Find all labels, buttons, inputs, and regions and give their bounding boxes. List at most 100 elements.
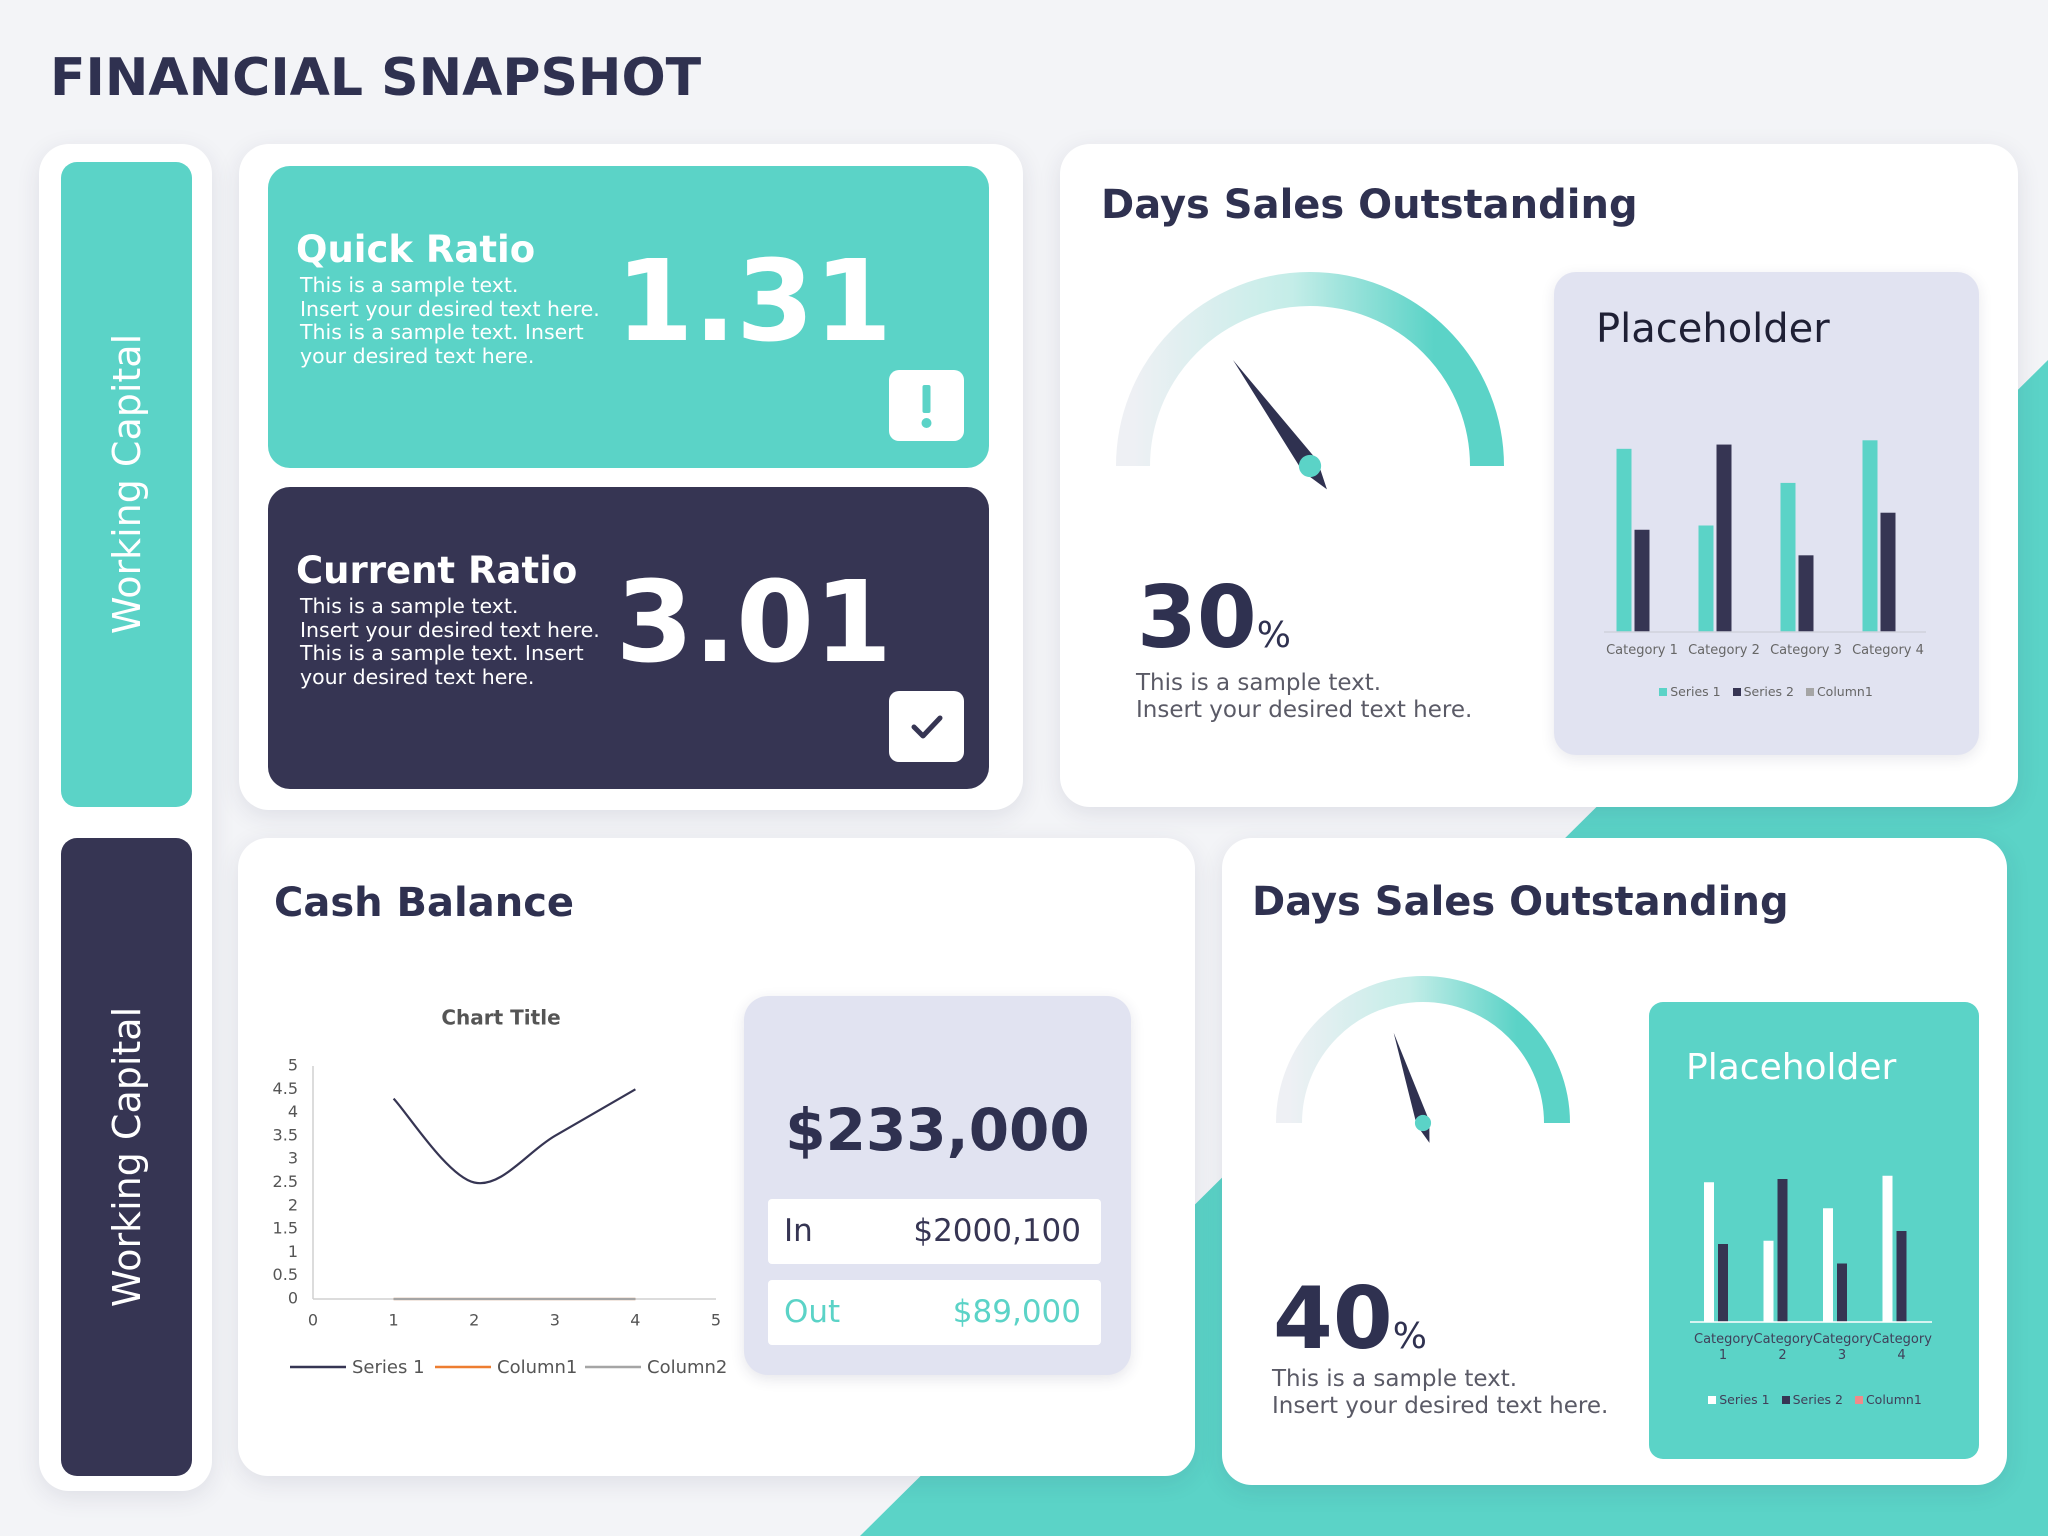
legend-label: Series 1 [352,1357,425,1378]
ratio-card: Quick Ratio This is a sample text. Insert … [268,166,989,468]
dso-text: Insert your desired text here. [1272,1393,1609,1419]
legend-item: Series 1 [1708,1392,1770,1407]
status-icon [889,370,964,441]
legend-label: Column1 [1816,684,1873,699]
y-tick-label: 4.5 [273,1079,298,1098]
legend-label: Series 1 [1719,1392,1770,1407]
dso-text: This is a sample text. [1136,670,1382,696]
bar [1763,1240,1774,1322]
bar [1882,1175,1893,1322]
icon-dot [921,418,932,428]
x-tick-label: 2 [469,1311,479,1330]
icon [911,715,943,739]
dso-value: 40% [1273,1276,1427,1362]
x-tick-label: 4 [630,1311,640,1330]
chart-title: Placeholder [1596,306,1830,352]
legend-swatch [1708,1395,1717,1404]
x-tick-label: 0 [308,1311,318,1330]
legend-swatch [1805,687,1814,696]
bar [1780,482,1796,632]
x-tick-label: Category 4 [1852,643,1924,658]
dso-text: Insert your desired text here. [1136,697,1473,723]
dso-text: This is a sample text. [1272,1366,1518,1392]
legend-label: Column1 [497,1357,577,1378]
bar [1880,512,1896,632]
bar [1862,440,1878,632]
ratio-text: Insert your desired text here. [300,617,600,642]
line-series [392,1088,636,1185]
dso-number: 40 [1273,1269,1393,1369]
y-tick-label: 1 [288,1242,298,1261]
x-tick-label: Category 2 [1688,643,1760,658]
ratio-card: Current Ratio This is a sample text. Inser… [268,487,989,789]
legend-swatch [1781,1395,1790,1404]
x-tick-label: Category 3 [1770,643,1842,658]
y-tick-label: 2.5 [273,1172,298,1191]
cash-row: Out $89,000 [768,1280,1101,1345]
bar [1777,1179,1788,1322]
ratio-value: 3.01 [615,558,892,688]
y-tick-label: 0 [288,1289,298,1308]
dso-unit: % [1392,1316,1427,1357]
bar [1823,1208,1833,1322]
ratio-name: Current Ratio [296,549,578,592]
ratio-text: your desired text here. [300,664,535,689]
x-tick-label: Category 4 [1872,1332,1932,1363]
dso-value: 30% [1137,575,1291,661]
legend-label: Column1 [1865,1392,1922,1407]
cash-total: $233,000 [785,1096,1090,1164]
y-tick-label: 4 [288,1102,298,1121]
legend-item: Series 2 [1732,684,1794,699]
legend-label: Series 2 [1792,1392,1843,1407]
cash-row-label: Out [784,1294,841,1330]
legend-item: Column1 [1854,1392,1922,1407]
x-tick-label: 3 [550,1311,560,1330]
y-tick-label: 3 [288,1149,298,1168]
page-title: FINANCIAL SNAPSHOT [50,48,702,108]
legend-label: Series 2 [1743,684,1794,699]
dso-title: Days Sales Outstanding [1252,879,1789,925]
x-tick-label: Category 3 [1813,1332,1873,1363]
bar [1837,1263,1847,1322]
x-tick-label: 5 [711,1311,721,1330]
legend: Series 1 Series 2 Column1 [1665,1392,1965,1407]
bar [1718,1244,1728,1322]
legend-item: Series 1 [1659,684,1721,699]
dso-unit: % [1256,615,1291,656]
cash-row-value: $89,000 [952,1294,1081,1330]
ratio-value: 1.31 [615,237,892,367]
x-tick-label: Category 2 [1753,1332,1813,1363]
legend-item: Column1 [1805,684,1873,699]
bar [1698,525,1714,632]
gauge-needle [1393,1032,1430,1143]
dso-number: 30 [1137,568,1257,668]
ratio-text: This is a sample text. Insert [300,641,584,666]
ratio-text: This is a sample text. Insert [300,320,584,345]
gauge-hub [1298,454,1322,478]
ratio-text: Insert your desired text here. [300,296,600,321]
icon-check [911,715,943,739]
legend-swatch [1732,687,1741,696]
legend-item: Series 2 [1781,1392,1843,1407]
cash-row: In $2000,100 [768,1199,1101,1264]
ratio-name: Quick Ratio [296,228,536,271]
bar [1634,529,1650,632]
bar [1616,448,1632,632]
x-tick-label: Category 1 [1606,643,1678,658]
legend-swatch [1659,687,1668,696]
y-tick-label: 1.5 [273,1219,298,1238]
cash-row-value: $2000,100 [913,1213,1081,1249]
ratio-text: This is a sample text. [300,273,519,297]
status-icon [889,691,964,762]
legend: Series 1 Series 2 Column1 [1616,684,1916,699]
chart-title: Chart Title [441,1006,560,1030]
gauge-arc [1276,976,1570,1124]
icon-bar [922,385,931,413]
ratio-text: your desired text here. [300,343,535,368]
x-tick-label: Category 1 [1694,1332,1754,1363]
chart-title: Placeholder [1686,1047,1897,1088]
bar [1716,444,1732,632]
dso-title: Days Sales Outstanding [1101,182,1638,228]
bar [1896,1231,1907,1322]
